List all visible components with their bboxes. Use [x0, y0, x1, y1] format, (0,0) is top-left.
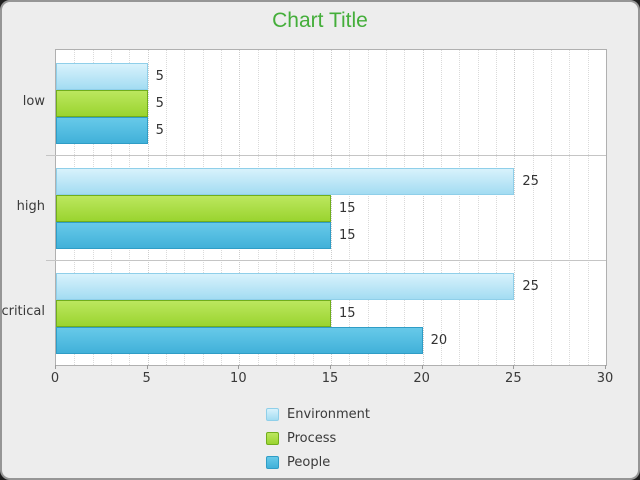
category-separator [46, 260, 606, 261]
bar-value-label: 15 [339, 306, 356, 321]
bar-value-label: 25 [522, 279, 539, 294]
legend-item-people: People [266, 455, 370, 470]
gridline [496, 50, 497, 365]
bar-people-critical [56, 327, 423, 354]
x-tick-mark [146, 365, 148, 369]
x-tick-label: 25 [505, 371, 522, 386]
gridline [551, 50, 552, 365]
x-tick-mark [605, 365, 606, 369]
x-tick-mark [330, 365, 331, 369]
x-tick-label: 10 [230, 371, 247, 386]
gridline [514, 50, 516, 365]
bar-process-high [56, 195, 331, 222]
bar-environment-low [56, 63, 148, 90]
bar-value-label: 15 [339, 201, 356, 216]
gridline [459, 50, 461, 365]
legend-label: Environment [287, 407, 371, 422]
bar-value-label: 20 [430, 333, 448, 348]
chart-title: Chart Title [272, 9, 368, 32]
bar-row: 5 [56, 117, 606, 144]
bar-value-label: 5 [155, 123, 164, 138]
bar-process-low [56, 90, 148, 117]
gridline [367, 50, 369, 365]
bar-row: 5 [56, 63, 606, 90]
bar-row: 15 [56, 222, 606, 249]
bar-row: 25 [56, 168, 606, 195]
plot-area: 5 5 5 25 15 15 25 15 20 [46, 49, 607, 366]
bar-row: 25 [56, 273, 606, 300]
gridline [532, 50, 534, 365]
category-label-low: low [22, 94, 45, 109]
x-tick-mark [238, 365, 240, 369]
legend-label: Process [287, 431, 337, 446]
x-tick-label: 20 [413, 371, 430, 386]
bar-environment-critical [56, 273, 515, 300]
gridline [477, 50, 479, 365]
legend: Environment Process People [266, 407, 371, 478]
x-tick-label: 5 [142, 371, 151, 386]
bar-value-label: 5 [155, 96, 164, 111]
legend-item-environment: Environment [266, 407, 371, 422]
legend-swatch-icon [266, 432, 279, 445]
gridline [422, 50, 424, 365]
legend-label: People [287, 455, 331, 470]
bar-row: 20 [56, 327, 606, 354]
bar-value-label: 25 [522, 174, 539, 189]
gridline [587, 50, 589, 365]
legend-swatch-icon [266, 456, 279, 469]
bar-value-label: 15 [339, 228, 356, 243]
x-tick-mark [421, 365, 423, 369]
bar-row: 15 [56, 300, 606, 327]
gridline [441, 50, 442, 365]
gridline [569, 50, 571, 365]
bar-people-low [56, 117, 148, 144]
bar-environment-high [56, 168, 515, 195]
category-label-high: high [16, 199, 45, 214]
bar-row: 15 [56, 195, 606, 222]
category-label-critical: critical [1, 304, 45, 319]
gridline [404, 50, 406, 365]
gridline [331, 50, 332, 365]
gridline [349, 50, 351, 365]
gridline [386, 50, 387, 365]
category-separator [46, 155, 606, 156]
x-tick-label: 30 [596, 371, 614, 386]
x-tick-label: 0 [50, 371, 60, 386]
x-tick-label: 15 [321, 371, 339, 386]
legend-swatch-icon [266, 408, 279, 421]
bar-value-label: 5 [155, 69, 164, 84]
bar-process-critical [56, 300, 331, 327]
bar-row: 5 [56, 90, 606, 117]
legend-item-process: Process [266, 431, 370, 446]
x-tick-mark [55, 365, 56, 369]
x-tick-mark [513, 365, 515, 369]
bar-people-high [56, 222, 331, 249]
